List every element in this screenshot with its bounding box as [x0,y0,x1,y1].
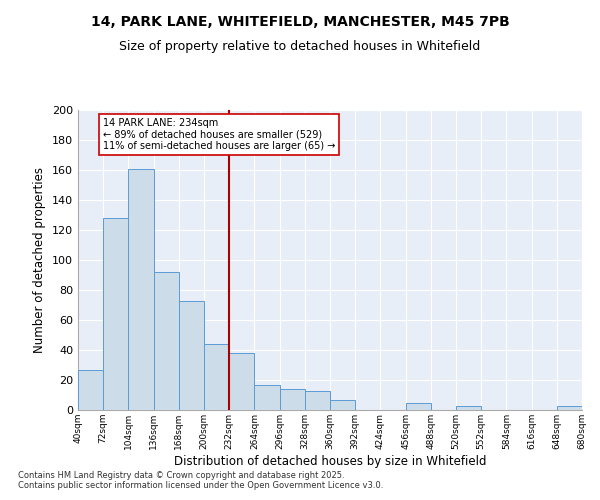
Text: 14 PARK LANE: 234sqm
← 89% of detached houses are smaller (529)
11% of semi-deta: 14 PARK LANE: 234sqm ← 89% of detached h… [103,118,335,150]
Bar [280,389,305,410]
Bar [103,218,128,410]
X-axis label: Distribution of detached houses by size in Whitefield: Distribution of detached houses by size … [174,454,486,468]
Bar [229,353,254,410]
Bar [128,168,154,410]
Bar [154,272,179,410]
Text: Contains HM Land Registry data © Crown copyright and database right 2025.
Contai: Contains HM Land Registry data © Crown c… [18,470,383,490]
Bar [456,406,481,410]
Bar [305,390,330,410]
Bar [406,402,431,410]
Text: 14, PARK LANE, WHITEFIELD, MANCHESTER, M45 7PB: 14, PARK LANE, WHITEFIELD, MANCHESTER, M… [91,15,509,29]
Bar [254,384,280,410]
Bar [78,370,103,410]
Text: Size of property relative to detached houses in Whitefield: Size of property relative to detached ho… [119,40,481,53]
Bar [330,400,355,410]
Bar [179,300,204,410]
Bar [204,344,229,410]
Bar [557,406,582,410]
Y-axis label: Number of detached properties: Number of detached properties [34,167,46,353]
